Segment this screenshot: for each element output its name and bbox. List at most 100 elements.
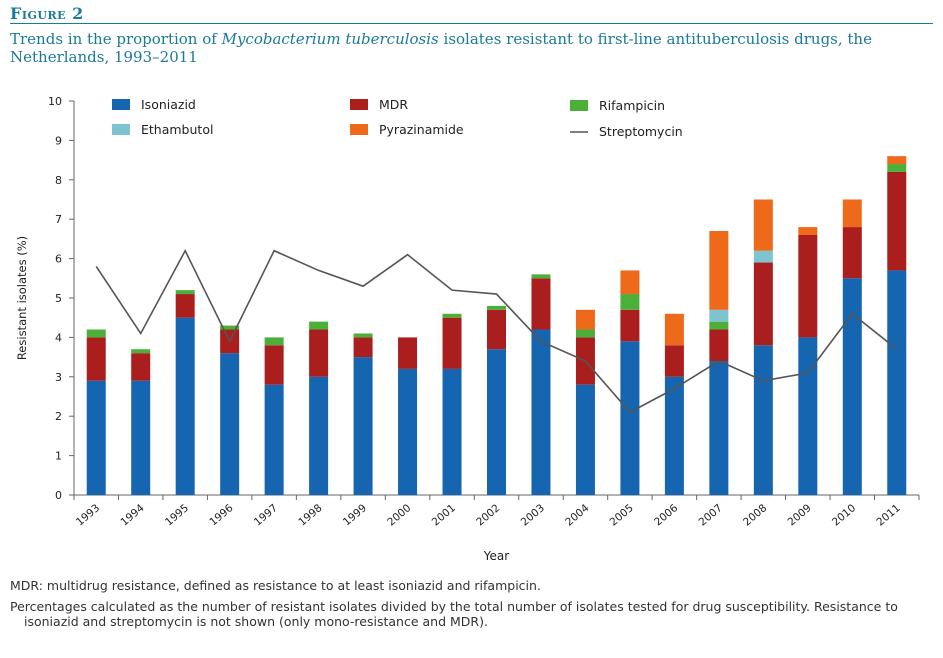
y-tick-label: 3 — [55, 371, 62, 384]
y-tick-label: 6 — [55, 253, 62, 266]
bar-isoniazid-1995 — [175, 317, 195, 495]
legend-swatch-rifampicin — [570, 100, 588, 111]
bar-isoniazid-2007 — [709, 361, 729, 495]
bar-isoniazid-1997 — [264, 384, 284, 495]
legend-label-mdr: MDR — [379, 97, 408, 112]
x-tick-label: 2005 — [608, 502, 636, 528]
bar-mdr-2007 — [709, 329, 729, 362]
figure-title-organism: Mycobacterium tuberculosis — [221, 30, 439, 48]
y-tick-label: 5 — [55, 292, 62, 305]
bar-rifampicin-2003 — [531, 274, 551, 279]
x-tick-label: 2011 — [874, 502, 902, 528]
legend-label-rifampicin: Rifampicin — [599, 98, 665, 113]
bar-rifampicin-2004 — [575, 329, 595, 338]
bar-rifampicin-1995 — [175, 290, 195, 295]
x-tick-label: 1998 — [296, 502, 324, 528]
bar-isoniazid-2000 — [398, 368, 418, 495]
x-tick-label: 2001 — [430, 502, 458, 528]
bar-mdr-2001 — [442, 317, 462, 369]
figure-divider — [10, 23, 933, 24]
figure-notes: MDR: multidrug resistance, defined as re… — [10, 578, 930, 635]
x-tick-label: 1995 — [163, 502, 191, 528]
x-tick-label: 2010 — [830, 502, 858, 528]
x-tick-label: 2006 — [652, 502, 680, 529]
figure-label: Figure 2 — [10, 4, 84, 23]
note-percentages: Percentages calculated as the number of … — [10, 599, 898, 629]
legend-swatch-ethambutol — [112, 124, 130, 135]
x-tick-label: 2002 — [474, 502, 502, 528]
bar-isoniazid-1998 — [309, 376, 329, 495]
x-tick-label: 2004 — [563, 502, 591, 529]
bar-pyrazinamide-2011 — [887, 156, 907, 165]
x-tick-label: 1997 — [252, 502, 280, 528]
bar-ethambutol-2008 — [753, 250, 773, 263]
x-tick-label: 1999 — [341, 502, 369, 528]
x-tick-label: 2009 — [786, 502, 814, 528]
bar-ethambutol-2007 — [709, 309, 729, 322]
y-tick-label: 1 — [55, 450, 62, 463]
y-tick-label: 7 — [55, 213, 62, 226]
x-tick-label: 1993 — [74, 502, 102, 528]
bar-isoniazid-1999 — [353, 357, 373, 495]
legend-label-streptomycin: Streptomycin — [599, 124, 683, 139]
bar-mdr-1995 — [175, 294, 195, 318]
y-tick-label: 4 — [55, 331, 62, 344]
bar-isoniazid-2001 — [442, 368, 462, 495]
bar-mdr-1993 — [86, 337, 106, 381]
bar-rifampicin-2005 — [620, 294, 640, 310]
bar-rifampicin-1994 — [131, 349, 151, 354]
bar-rifampicin-1993 — [86, 329, 106, 338]
bar-pyrazinamide-2009 — [798, 227, 818, 235]
bar-pyrazinamide-2010 — [842, 199, 862, 228]
bar-mdr-2009 — [798, 234, 818, 338]
bar-mdr-2002 — [487, 309, 506, 350]
bar-pyrazinamide-2004 — [575, 309, 595, 330]
legend-swatch-isoniazid — [112, 99, 130, 110]
y-tick-label: 2 — [55, 410, 62, 423]
bar-rifampicin-2007 — [709, 321, 729, 330]
x-tick-label: 1994 — [118, 502, 146, 529]
bar-pyrazinamide-2008 — [753, 199, 773, 251]
legend-label-isoniazid: Isoniazid — [141, 97, 196, 112]
x-tick-label: 2008 — [741, 502, 769, 528]
bar-mdr-2003 — [531, 278, 551, 330]
bar-rifampicin-1999 — [353, 333, 373, 338]
bar-mdr-2008 — [753, 262, 773, 346]
legend-swatch-mdr — [350, 99, 368, 110]
bar-isoniazid-2010 — [842, 278, 862, 495]
bar-mdr-2006 — [664, 345, 684, 377]
x-axis-title: Year — [483, 549, 509, 563]
bar-isoniazid-2002 — [487, 349, 506, 495]
bar-isoniazid-2008 — [753, 345, 773, 495]
bar-isoniazid-1996 — [220, 353, 240, 495]
bar-isoniazid-2004 — [575, 384, 595, 495]
bar-mdr-1994 — [131, 353, 151, 381]
bar-mdr-2011 — [887, 171, 907, 271]
bar-isoniazid-1994 — [131, 380, 151, 495]
bar-mdr-2000 — [398, 337, 418, 369]
bar-isoniazid-2011 — [887, 270, 907, 495]
bar-pyrazinamide-2005 — [620, 270, 640, 295]
bar-isoniazid-2009 — [798, 337, 818, 495]
figure-title: Trends in the proportion of Mycobacteriu… — [10, 30, 910, 66]
bar-mdr-2005 — [620, 309, 640, 342]
bar-isoniazid-2003 — [531, 329, 551, 495]
bar-mdr-1998 — [309, 329, 329, 377]
bar-rifampicin-2002 — [487, 305, 506, 310]
bar-mdr-1997 — [264, 345, 284, 385]
bar-isoniazid-2005 — [620, 341, 640, 495]
legend-label-ethambutol: Ethambutol — [141, 122, 213, 137]
bar-rifampicin-1996 — [220, 325, 240, 330]
legend-swatch-pyrazinamide — [350, 124, 368, 135]
x-tick-label: 2003 — [519, 502, 547, 528]
bar-pyrazinamide-2007 — [709, 231, 729, 310]
y-axis-title: Resistant isolates (%) — [15, 236, 29, 360]
y-tick-label: 9 — [55, 134, 62, 147]
bar-isoniazid-2006 — [664, 376, 684, 495]
figure-title-part1: Trends in the proportion of — [10, 30, 222, 48]
y-tick-label: 8 — [55, 174, 62, 187]
legend-label-pyrazinamide: Pyrazinamide — [379, 122, 464, 137]
bar-rifampicin-1997 — [264, 337, 284, 346]
x-tick-label: 1996 — [207, 502, 235, 529]
note-mdr-definition: MDR: multidrug resistance, defined as re… — [10, 578, 541, 593]
